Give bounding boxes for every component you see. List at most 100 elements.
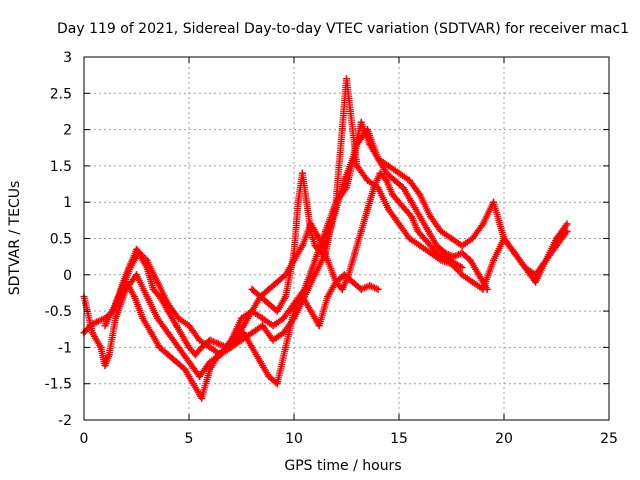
data-point bbox=[364, 205, 371, 213]
data-point bbox=[427, 242, 434, 250]
data-point bbox=[475, 271, 483, 279]
data-point bbox=[196, 336, 203, 344]
chart-title: Day 119 of 2021, Sidereal Day-to-day VTE… bbox=[57, 21, 629, 37]
y-tick-label: 1.5 bbox=[50, 159, 72, 175]
data-point bbox=[133, 245, 140, 253]
data-point bbox=[303, 198, 311, 206]
data-point bbox=[311, 271, 319, 279]
data-point bbox=[198, 394, 206, 402]
data-point bbox=[374, 155, 382, 163]
y-tick-label: -2 bbox=[58, 413, 72, 429]
data-point bbox=[366, 140, 374, 148]
data-point bbox=[389, 191, 397, 199]
data-point bbox=[420, 235, 428, 242]
data-point bbox=[401, 205, 409, 213]
data-point bbox=[391, 176, 399, 184]
data-point bbox=[500, 235, 508, 242]
y-tick-label: 0 bbox=[63, 268, 72, 284]
data-point bbox=[198, 343, 206, 351]
data-point bbox=[269, 336, 277, 344]
data-point bbox=[206, 343, 214, 351]
data-point bbox=[301, 285, 308, 293]
data-point bbox=[532, 278, 539, 286]
data-point bbox=[343, 75, 350, 83]
y-tick-label: -1 bbox=[58, 340, 72, 356]
data-point bbox=[101, 322, 109, 330]
data-point bbox=[143, 293, 151, 301]
data-point bbox=[189, 380, 197, 388]
data-layer bbox=[80, 75, 571, 402]
data-point bbox=[185, 343, 193, 351]
data-point bbox=[185, 322, 193, 330]
data-point bbox=[416, 213, 424, 221]
data-point bbox=[353, 162, 361, 170]
data-point bbox=[450, 253, 458, 261]
data-point bbox=[340, 271, 348, 279]
data-point bbox=[382, 169, 390, 177]
y-tick-label: 0.5 bbox=[50, 232, 72, 248]
data-point bbox=[311, 242, 319, 250]
data-point bbox=[164, 300, 172, 308]
data-point bbox=[399, 184, 407, 192]
data-point bbox=[374, 285, 382, 293]
data-point bbox=[273, 380, 281, 388]
data-point bbox=[105, 351, 113, 359]
data-point bbox=[307, 227, 315, 235]
data-point bbox=[206, 336, 214, 344]
x-tick-label: 5 bbox=[185, 431, 194, 447]
data-point bbox=[259, 322, 266, 330]
data-point bbox=[490, 198, 497, 206]
data-point bbox=[408, 198, 416, 206]
data-point bbox=[448, 260, 455, 268]
data-point bbox=[101, 362, 109, 370]
data-point bbox=[343, 184, 350, 192]
data-point bbox=[298, 169, 306, 177]
data-point bbox=[172, 322, 180, 330]
data-point bbox=[376, 169, 384, 177]
data-point bbox=[164, 351, 172, 359]
data-point bbox=[366, 282, 374, 290]
data-point bbox=[214, 351, 222, 359]
data-point bbox=[112, 314, 119, 322]
data-point bbox=[240, 322, 248, 330]
y-tick-label: -1.5 bbox=[45, 377, 72, 393]
y-tick-label: 2 bbox=[63, 123, 72, 139]
data-point bbox=[112, 300, 119, 308]
data-point bbox=[338, 285, 346, 293]
data-point bbox=[181, 336, 189, 344]
data-point bbox=[542, 256, 550, 264]
tick-layer: -2 -1.5 -1 -0.5 0 0.5 1 1.5 2 2.5 3 0 5 10 15 20 25 bbox=[45, 50, 618, 447]
data-point bbox=[395, 220, 403, 228]
data-point bbox=[280, 314, 287, 322]
y-axis-label: SDTVAR / TECUs bbox=[7, 181, 23, 296]
data-point bbox=[458, 249, 466, 257]
data-point bbox=[469, 278, 476, 286]
data-point bbox=[130, 293, 138, 301]
data-point bbox=[122, 278, 130, 286]
data-point bbox=[122, 271, 130, 279]
data-point bbox=[349, 155, 357, 163]
series-track-e bbox=[248, 118, 491, 315]
data-point bbox=[282, 343, 290, 351]
data-point bbox=[307, 307, 315, 315]
series-track-c bbox=[101, 126, 571, 359]
data-point bbox=[164, 329, 172, 337]
x-tick-label: 10 bbox=[285, 431, 303, 447]
data-point bbox=[273, 307, 281, 315]
data-point bbox=[93, 318, 101, 326]
data-point bbox=[479, 220, 487, 228]
data-point bbox=[273, 278, 281, 286]
data-point bbox=[349, 278, 357, 286]
data-point bbox=[133, 271, 140, 279]
data-point bbox=[214, 340, 222, 348]
data-point bbox=[149, 285, 157, 293]
data-point bbox=[294, 198, 302, 206]
data-point bbox=[97, 343, 105, 351]
data-point bbox=[406, 235, 413, 242]
data-point bbox=[311, 256, 319, 264]
y-tick-label: 1 bbox=[63, 195, 72, 211]
data-point bbox=[88, 329, 96, 337]
x-tick-label: 15 bbox=[390, 431, 408, 447]
data-point bbox=[143, 256, 151, 264]
